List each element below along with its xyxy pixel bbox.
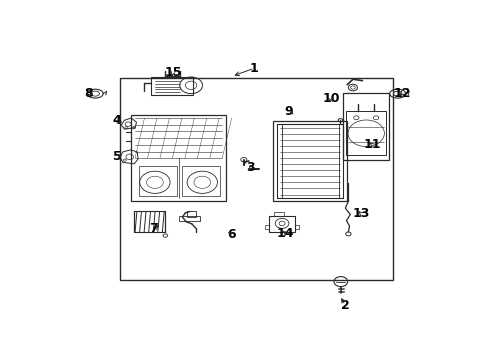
Text: 2: 2 bbox=[340, 299, 349, 312]
Bar bbox=[151, 77, 193, 95]
Bar bbox=[295, 225, 299, 229]
Bar bbox=[277, 125, 343, 198]
Text: 10: 10 bbox=[322, 92, 339, 105]
Text: 3: 3 bbox=[246, 161, 254, 175]
Text: 13: 13 bbox=[352, 207, 369, 220]
Bar bbox=[186, 211, 196, 217]
Bar bbox=[277, 125, 281, 198]
Text: 5: 5 bbox=[113, 150, 122, 163]
Bar bbox=[273, 121, 346, 201]
Bar bbox=[338, 125, 343, 198]
Text: 9: 9 bbox=[284, 105, 292, 118]
Text: 6: 6 bbox=[227, 228, 236, 241]
Bar bbox=[264, 225, 268, 229]
Text: 1: 1 bbox=[249, 62, 258, 75]
Text: 15: 15 bbox=[164, 66, 182, 79]
Bar bbox=[346, 111, 385, 156]
Bar bbox=[268, 216, 295, 232]
Text: 11: 11 bbox=[363, 138, 380, 151]
Text: 7: 7 bbox=[149, 222, 158, 235]
Bar bbox=[343, 93, 388, 159]
Text: 8: 8 bbox=[84, 87, 93, 100]
Bar bbox=[131, 115, 225, 201]
Text: 14: 14 bbox=[276, 226, 294, 240]
Bar bbox=[179, 216, 200, 221]
Bar bbox=[120, 78, 392, 280]
Text: 12: 12 bbox=[393, 87, 410, 100]
Bar bbox=[139, 166, 176, 195]
Bar bbox=[182, 166, 220, 195]
Text: 4: 4 bbox=[113, 114, 122, 127]
Bar bbox=[274, 212, 284, 216]
